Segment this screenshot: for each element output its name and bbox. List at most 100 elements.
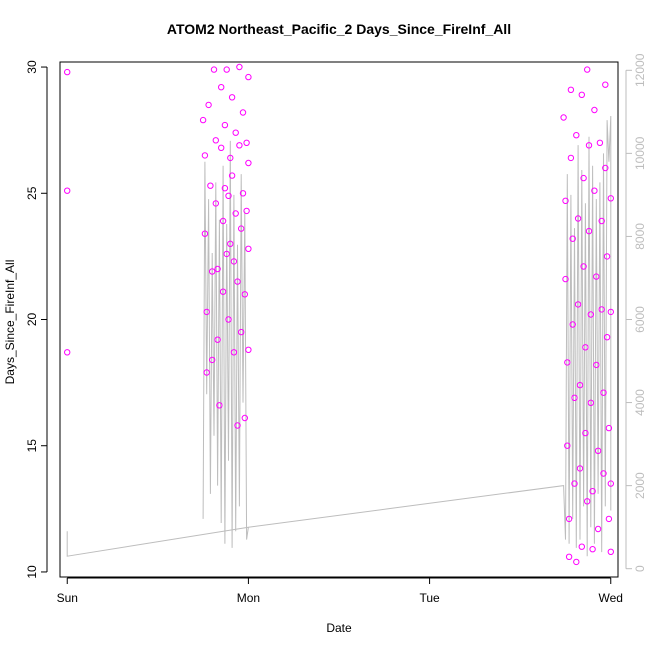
data-point [600,470,607,477]
data-point [64,187,71,194]
data-point [228,94,236,101]
data-point [239,190,247,197]
y2-tick-label: 6000 [633,306,647,333]
plot-frame [59,61,619,578]
data-point [207,182,214,189]
y-tick-label: 20 [25,313,39,327]
data-point [238,225,245,232]
y-tick-label: 15 [25,439,39,453]
data-point [569,235,576,242]
data-point [591,106,598,114]
data-point [239,109,247,116]
data-point [562,275,569,283]
data-point [603,253,611,260]
data-point [223,250,230,258]
data-point [243,207,250,215]
data-point [209,268,216,275]
data-point [562,197,569,205]
x-tick-label: Mon [237,591,260,605]
data-point [64,349,71,356]
data-point [607,308,614,316]
data-point [598,306,605,313]
data-point [607,548,614,555]
data-point [585,142,593,149]
data-point [584,498,591,505]
data-point [580,174,587,182]
y2-tick-label: 12000 [633,53,647,87]
data-point [587,311,594,318]
data-point [585,227,593,235]
data-point [210,66,218,73]
data-point [593,361,600,369]
data-point [567,86,575,94]
data-point [230,349,238,356]
data-point [574,215,582,222]
data-point [598,217,605,225]
data-point [205,101,212,109]
data-point [236,63,243,71]
data-point [241,291,249,298]
data-point [594,525,602,533]
data-point [225,192,232,200]
data-point [564,359,571,366]
data-point [607,480,614,487]
data-point [214,336,221,343]
data-point [241,414,249,422]
data-point [238,328,245,336]
data-point [603,334,611,341]
data-point [234,422,241,429]
data-point [221,121,229,129]
x-tick-label: Tue [419,591,440,605]
y2-tick-label: 0 [633,565,647,572]
data-point [571,394,578,401]
data-point [594,447,602,454]
data-point [245,73,252,81]
chart-title: ATOM2 Northeast_Pacific_2 Days_Since_Fir… [167,21,511,37]
data-point [587,399,594,406]
data-point [605,515,613,523]
data-point [243,139,250,147]
x-axis-label: Date [326,621,352,635]
data-point [576,465,584,472]
data-point [571,480,578,487]
data-point [227,240,234,248]
data-point [218,144,225,152]
data-point [605,424,613,432]
data-point [199,116,207,124]
data-point [219,217,227,225]
data-point [236,142,243,149]
data-point [245,245,252,253]
data-point [234,278,241,285]
point-series [64,63,614,566]
data-point [212,200,220,207]
data-point [567,154,575,162]
y-axis-label: Days_Since_FireInf_All [3,260,17,385]
data-point [223,66,230,73]
data-point [560,114,567,121]
data-point [218,84,225,91]
y-tick-label: 30 [25,60,39,74]
data-point [564,442,571,449]
data-point [245,159,252,167]
data-point [602,81,609,88]
data-point [600,389,607,396]
data-point [574,301,582,308]
y2-tick-label: 4000 [633,389,647,416]
data-point [232,129,239,136]
data-point [219,288,227,295]
data-point [607,195,614,202]
axes: 10 15 20 25 30 0 2000 4000 6000 8000 10000 12000 Sun… [25,53,647,605]
data-point [569,321,576,328]
data-point [221,185,229,192]
data-point [227,154,234,162]
y2-tick-label: 10000 [633,136,647,170]
data-point [209,356,216,364]
data-point [573,558,580,566]
data-point [578,91,585,99]
line-series-path [66,115,612,557]
data-point [216,402,223,409]
data-point [576,381,584,389]
data-point [228,172,236,179]
data-point [225,316,232,323]
